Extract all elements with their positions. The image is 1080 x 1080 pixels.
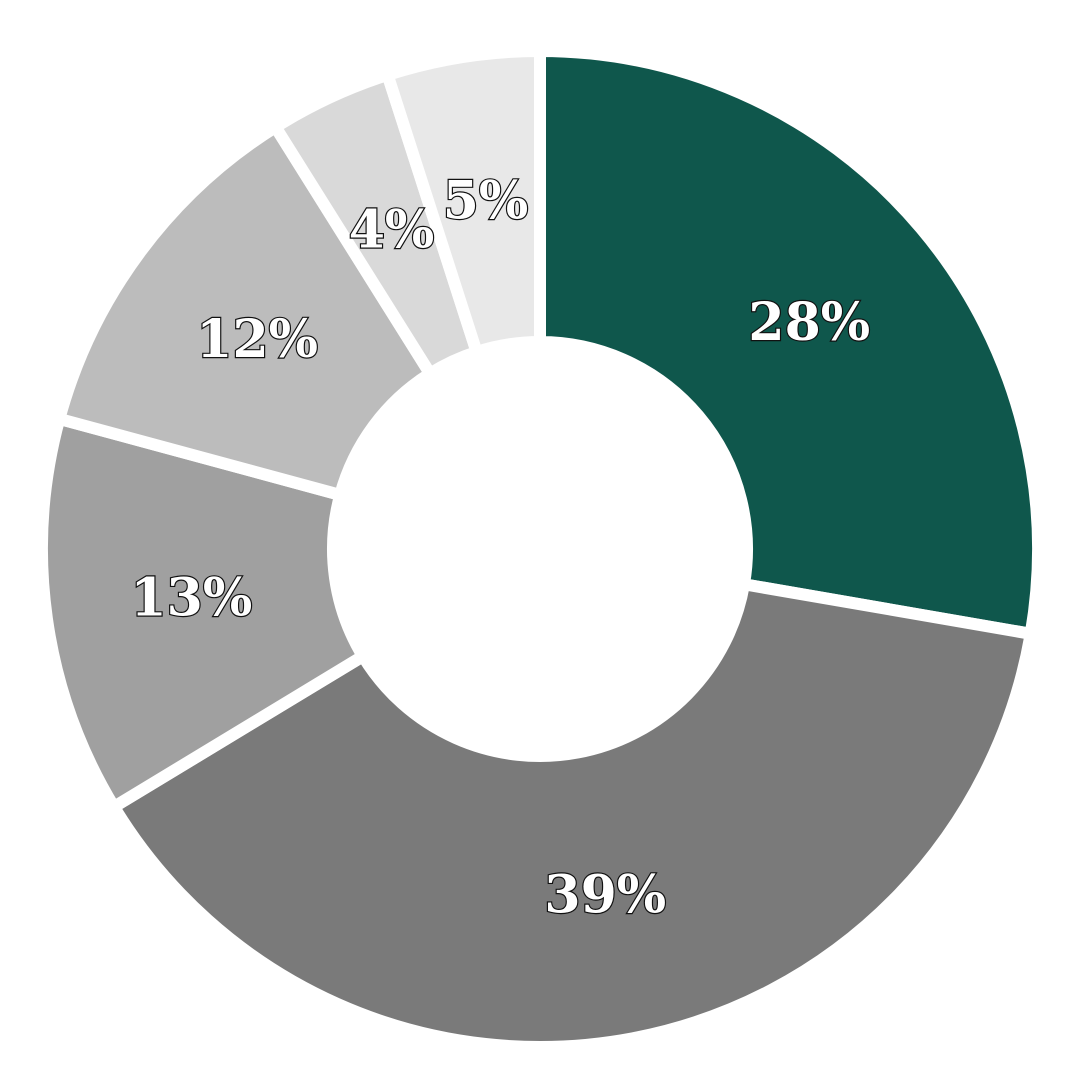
donut-slice-6 [380, 44, 546, 360]
donut-labels: 28% 39% 13% 12% 4% 5% [129, 169, 871, 926]
slice-label-3: 13% [131, 568, 253, 629]
slice-label-2: 39% [544, 864, 666, 925]
slice-label-1: 28% [748, 292, 870, 353]
donut-slices [36, 44, 1044, 1053]
slice-label-5: 4% [349, 199, 435, 260]
donut-slice-1 [534, 44, 1044, 641]
donut-slice-3 [36, 411, 372, 816]
slice-label-6: 5% [443, 171, 529, 232]
slice-label-4: 12% [196, 309, 318, 370]
donut-slice-4 [51, 118, 439, 503]
donut-slice-2 [105, 577, 1038, 1053]
